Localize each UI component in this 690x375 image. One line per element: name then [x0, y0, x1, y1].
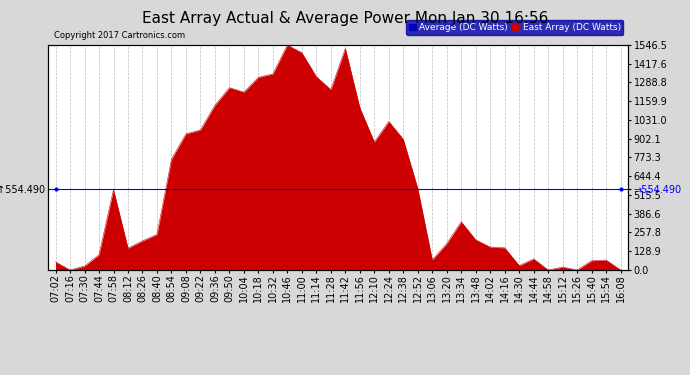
Text: East Array Actual & Average Power Mon Jan 30 16:56: East Array Actual & Average Power Mon Ja…	[142, 11, 548, 26]
Legend: Average (DC Watts), East Array (DC Watts): Average (DC Watts), East Array (DC Watts…	[406, 20, 623, 34]
Text: Copyright 2017 Cartronics.com: Copyright 2017 Cartronics.com	[54, 32, 185, 40]
